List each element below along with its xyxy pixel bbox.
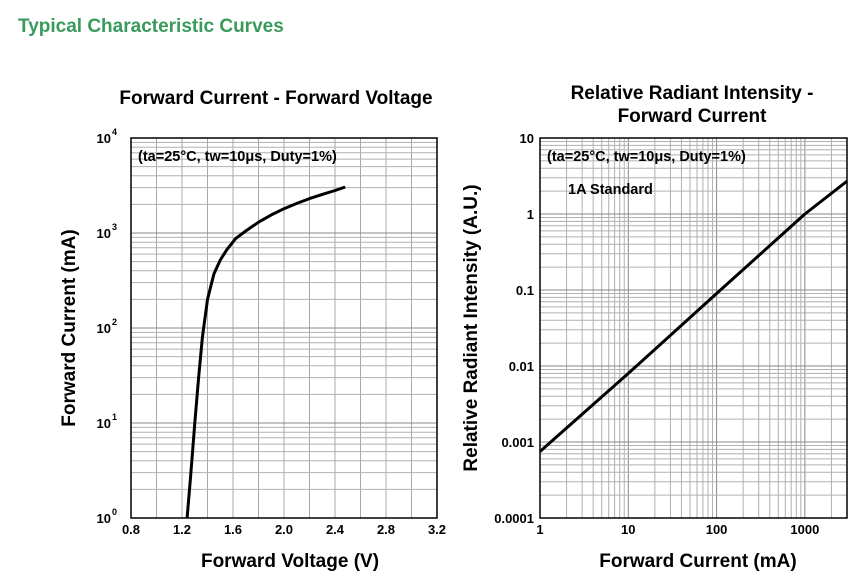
chart2-grid [539,138,848,519]
chart1-title: Forward Current - Forward Voltage [119,88,432,109]
chart1-x-ticks: 0.8 1.2 1.6 2.0 2.4 2.8 3.2 [122,522,446,537]
chart1-condition-note: (ta=25°C, tw=10μs, Duty=1%) [138,149,337,165]
chart1-y-tick-label: 10 4 [97,127,117,146]
chart2-y-tick-label: 0.01 [509,359,534,374]
chart2-y-tick-label: 0.0001 [494,511,534,526]
chart2-x-tick-label: 1 [536,522,543,537]
chart2-y-tick-label: 0.001 [501,435,534,450]
chart2-y-tick-label: 0.1 [516,283,534,298]
chart1-x-tick-label: 2.4 [326,522,345,537]
chart2-x-axis-label: Forward Current (mA) [599,551,796,572]
chart1-y-tick-label: 10 1 [97,412,117,431]
chart1-x-tick-label: 0.8 [122,522,140,537]
chart1-x-axis-label: Forward Voltage (V) [201,551,379,572]
page-heading: Typical Characteristic Curves [18,16,284,37]
chart1-x-tick-label: 1.2 [173,522,191,537]
chart1-y-tick-base: 10 [97,131,111,146]
chart2-series-line [539,180,848,453]
chart2-x-ticks: 1 10 100 1000 [536,522,819,537]
chart1-y-tick-base: 10 [97,511,111,526]
chart1-x-tick-label: 3.2 [428,522,446,537]
chart2-standard-note: 1A Standard [568,182,653,198]
chart-radiant-intensity-current: Relative Radiant Intensity -Forward Curr… [461,83,848,572]
chart1-x-tick-label: 1.6 [224,522,242,537]
chart2-y-tick-label: 10 [520,131,534,146]
chart1-y-tick-exponent: 3 [112,222,117,232]
chart1-y-tick-base: 10 [97,416,111,431]
chart1-y-tick-base: 10 [97,226,111,241]
chart1-y-tick-label: 10 0 [97,507,117,526]
chart2-frame [539,137,848,519]
chart1-series-line [185,185,346,519]
chart-forward-current-voltage: Forward Current - Forward Voltage 0.8 1.2… [59,88,446,572]
chart2-y-axis-label: Relative Radiant Intensity (A.U.) [461,184,482,471]
chart2-x-tick-label: 10 [621,522,635,537]
chart2-title: Relative Radiant Intensity -Forward Curr… [571,83,814,127]
chart1-y-tick-exponent: 4 [112,127,117,137]
chart2-y-tick-label: 1 [527,207,534,222]
chart1-x-tick-label: 2.8 [377,522,395,537]
chart2-title-line: Relative Radiant Intensity - [571,83,814,104]
chart1-grid [130,138,438,519]
chart1-y-tick-base: 10 [97,321,111,336]
chart2-condition-note: (ta=25°C, tw=10μs, Duty=1%) [547,149,746,165]
chart2-title-line: Forward Current [618,106,768,127]
chart1-y-tick-label: 10 2 [97,317,117,336]
chart1-y-tick-exponent: 2 [112,317,117,327]
chart1-x-tick-label: 2.0 [275,522,293,537]
chart2-y-ticks: 0.0001 0.001 0.01 0.1 1 10 [494,131,534,526]
chart2-x-tick-label: 1000 [790,522,819,537]
chart1-y-tick-exponent: 0 [112,507,117,517]
chart1-y-axis-label: Forward Current (mA) [59,229,80,426]
chart1-y-tick-exponent: 1 [112,412,117,422]
chart2-x-tick-label: 100 [706,522,728,537]
chart1-frame [130,137,438,519]
chart1-y-tick-label: 10 3 [97,222,117,241]
